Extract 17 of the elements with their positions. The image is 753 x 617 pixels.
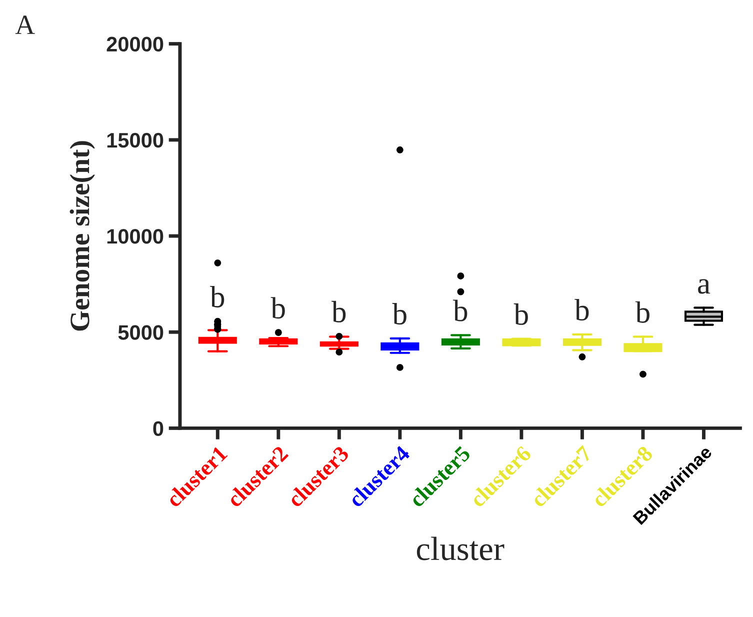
y-tick-label: 10000 <box>107 229 164 244</box>
annotation: b <box>332 300 346 322</box>
annotation: b <box>635 301 650 323</box>
x-axis-title: cluster <box>416 536 504 560</box>
annotation: b <box>270 297 285 319</box>
y-axis-title: Genome size(nt) <box>70 141 95 331</box>
y-tick-label: 5000 <box>118 325 164 340</box>
y-tick-label: 20000 <box>106 36 164 52</box>
annotation: b <box>574 299 589 321</box>
text: A <box>15 16 35 34</box>
annotation: b <box>210 286 224 308</box>
y-tick-label: 0 <box>153 421 164 436</box>
annotation: b <box>453 300 468 322</box>
y-tick-label: 15000 <box>107 132 164 148</box>
annotation: a <box>698 279 710 294</box>
annotation: b <box>514 303 528 325</box>
annotation: b <box>392 303 406 325</box>
